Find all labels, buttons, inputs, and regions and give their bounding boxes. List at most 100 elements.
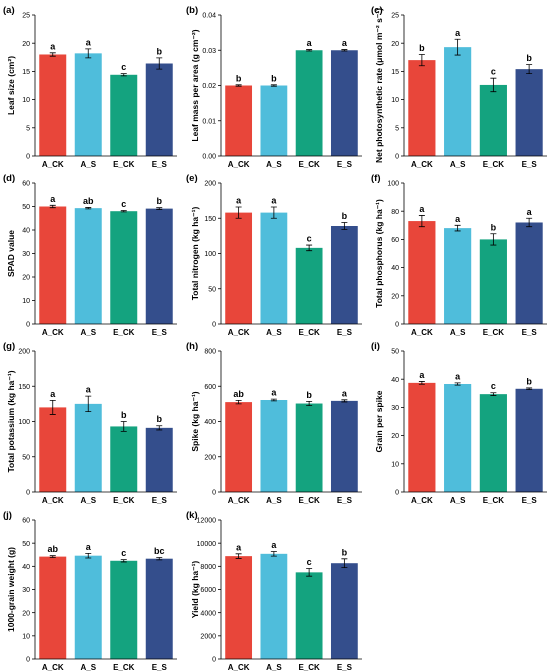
significance-letter-f-E_S: a [527, 207, 533, 217]
bar-j-A_CK [39, 556, 67, 659]
panel-label-d: (d) [3, 173, 15, 184]
y-tick-label-a-0: 0 [26, 154, 30, 161]
error-bar-d-A_CK [49, 204, 56, 209]
panel-k: (k) Yield (kg ha⁻¹) 0 2000 4000 6000 8000 10000… [186, 510, 362, 672]
error-bar-i-A_S [454, 382, 461, 386]
significance-letter-b-A_CK: b [236, 73, 242, 83]
y-tick-label-h-4: 800 [204, 349, 216, 356]
error-bar-f-A_S [454, 224, 461, 232]
bar-b-A_CK [225, 85, 253, 156]
significance-letter-k-A_CK: a [236, 542, 242, 552]
significance-letter-a-E_CK: c [121, 62, 126, 72]
y-tick-label-i-2: 20 [391, 433, 399, 440]
significance-letter-h-E_S: a [342, 388, 348, 398]
panel-f: (f) Total phosphorus (kg ha⁻¹) 0 20 40 60 80 10… [371, 173, 547, 337]
y-axis-label-b: Leaf mass per area (g cm⁻²) [190, 29, 200, 141]
bar-a-E_CK [110, 74, 138, 156]
y-tick-label-c-1: 5 [395, 125, 399, 132]
error-bar-j-E_CK [120, 559, 127, 563]
panel-label-j: (j) [3, 510, 12, 521]
category-label-j-E_CK: E_CK [113, 663, 135, 672]
significance-letter-h-A_CK: ab [233, 389, 244, 399]
category-label-d-A_CK: A_CK [42, 328, 64, 337]
error-bar-e-E_CK [306, 244, 313, 252]
bar-i-E_S [515, 388, 543, 492]
error-bar-k-E_CK [306, 568, 313, 577]
category-label-h-E_S: E_S [337, 496, 353, 505]
error-bar-j-E_S [156, 557, 163, 561]
y-tick-label-d-3: 30 [22, 251, 30, 258]
bar-k-A_CK [225, 556, 253, 659]
error-bar-c-A_S [454, 38, 461, 56]
y-axis-label-f: Total phosphorus (kg ha⁻¹) [374, 199, 384, 308]
category-label-k-E_S: E_S [337, 663, 353, 672]
category-label-i-E_S: E_S [522, 496, 538, 505]
panel-label-b: (b) [186, 5, 198, 16]
category-label-i-A_S: A_S [450, 496, 466, 505]
y-tick-label-c-5: 25 [391, 13, 399, 20]
panel-g: (g) Total potassium (kg ha⁻¹) 0 50 100 150 200… [3, 341, 177, 505]
significance-letter-i-E_S: b [526, 376, 532, 386]
error-bar-h-A_S [270, 398, 277, 402]
bar-j-E_S [145, 558, 173, 659]
panel-label-e: (e) [186, 173, 198, 184]
significance-letter-g-E_S: b [157, 414, 163, 424]
y-tick-label-j-1: 10 [22, 633, 30, 640]
y-tick-label-k-1: 2000 [200, 633, 216, 640]
category-label-a-E_CK: E_CK [113, 160, 135, 169]
significance-letter-c-A_S: a [455, 28, 461, 38]
y-tick-label-k-6: 12000 [197, 518, 217, 525]
y-axis-label-i: Grain per spike [374, 390, 384, 452]
bar-j-E_CK [110, 560, 138, 659]
error-bar-a-A_CK [49, 52, 56, 57]
panel-label-k: (k) [186, 510, 198, 521]
panel-d: (d) SPAD value 0 10 20 30 40 50 60 a A_CK ab A_S c E_C… [3, 173, 177, 337]
category-label-k-A_CK: A_CK [228, 663, 250, 672]
panel-label-i: (i) [371, 341, 380, 352]
error-bar-i-A_CK [418, 381, 425, 385]
error-bar-g-E_CK [120, 421, 127, 432]
bar-c-A_CK [408, 60, 436, 157]
category-label-g-A_CK: A_CK [42, 496, 64, 505]
bar-e-E_CK [295, 247, 323, 324]
category-label-d-E_CK: E_CK [113, 328, 135, 337]
bar-b-A_S [260, 85, 288, 156]
y-tick-label-e-1: 50 [208, 286, 216, 293]
y-tick-label-c-2: 10 [391, 97, 399, 104]
error-bar-k-E_S [341, 558, 348, 569]
y-tick-label-e-3: 150 [204, 216, 216, 223]
y-tick-label-f-3: 60 [391, 237, 399, 244]
category-label-h-E_CK: E_CK [298, 496, 320, 505]
y-tick-label-g-1: 50 [22, 454, 30, 461]
category-label-f-A_CK: A_CK [411, 328, 433, 337]
y-tick-label-e-0: 0 [212, 322, 216, 329]
category-label-i-E_CK: E_CK [483, 496, 505, 505]
significance-letter-k-A_S: a [271, 540, 277, 550]
category-label-e-E_CK: E_CK [298, 328, 320, 337]
category-label-e-A_S: A_S [266, 328, 282, 337]
panel-label-a: (a) [3, 5, 15, 16]
error-bar-k-A_CK [235, 553, 242, 559]
error-bar-g-A_CK [49, 399, 56, 415]
category-label-i-A_CK: A_CK [411, 496, 433, 505]
error-bar-i-E_S [526, 387, 533, 391]
bar-i-E_CK [479, 394, 507, 492]
y-tick-label-j-6: 60 [22, 518, 30, 525]
significance-letter-c-E_CK: c [491, 67, 496, 77]
bar-a-A_CK [39, 54, 67, 157]
category-label-d-E_S: E_S [152, 328, 168, 337]
y-axis-label-g: Total potassium (kg ha⁻¹) [6, 370, 16, 472]
y-tick-label-i-3: 30 [391, 405, 399, 412]
bar-i-A_S [444, 383, 472, 492]
error-bar-h-E_S [341, 399, 348, 403]
y-tick-label-k-5: 10000 [197, 541, 217, 548]
y-tick-label-f-4: 80 [391, 209, 399, 216]
y-axis-label-a: Leaf size (cm²) [6, 56, 16, 115]
error-bar-f-E_CK [490, 233, 497, 246]
category-label-h-A_CK: A_CK [228, 496, 250, 505]
category-label-f-E_S: E_S [522, 328, 538, 337]
bar-g-A_S [74, 403, 102, 492]
y-tick-label-j-5: 50 [22, 541, 30, 548]
error-bar-e-A_CK [235, 206, 242, 219]
category-label-c-A_S: A_S [450, 160, 466, 169]
